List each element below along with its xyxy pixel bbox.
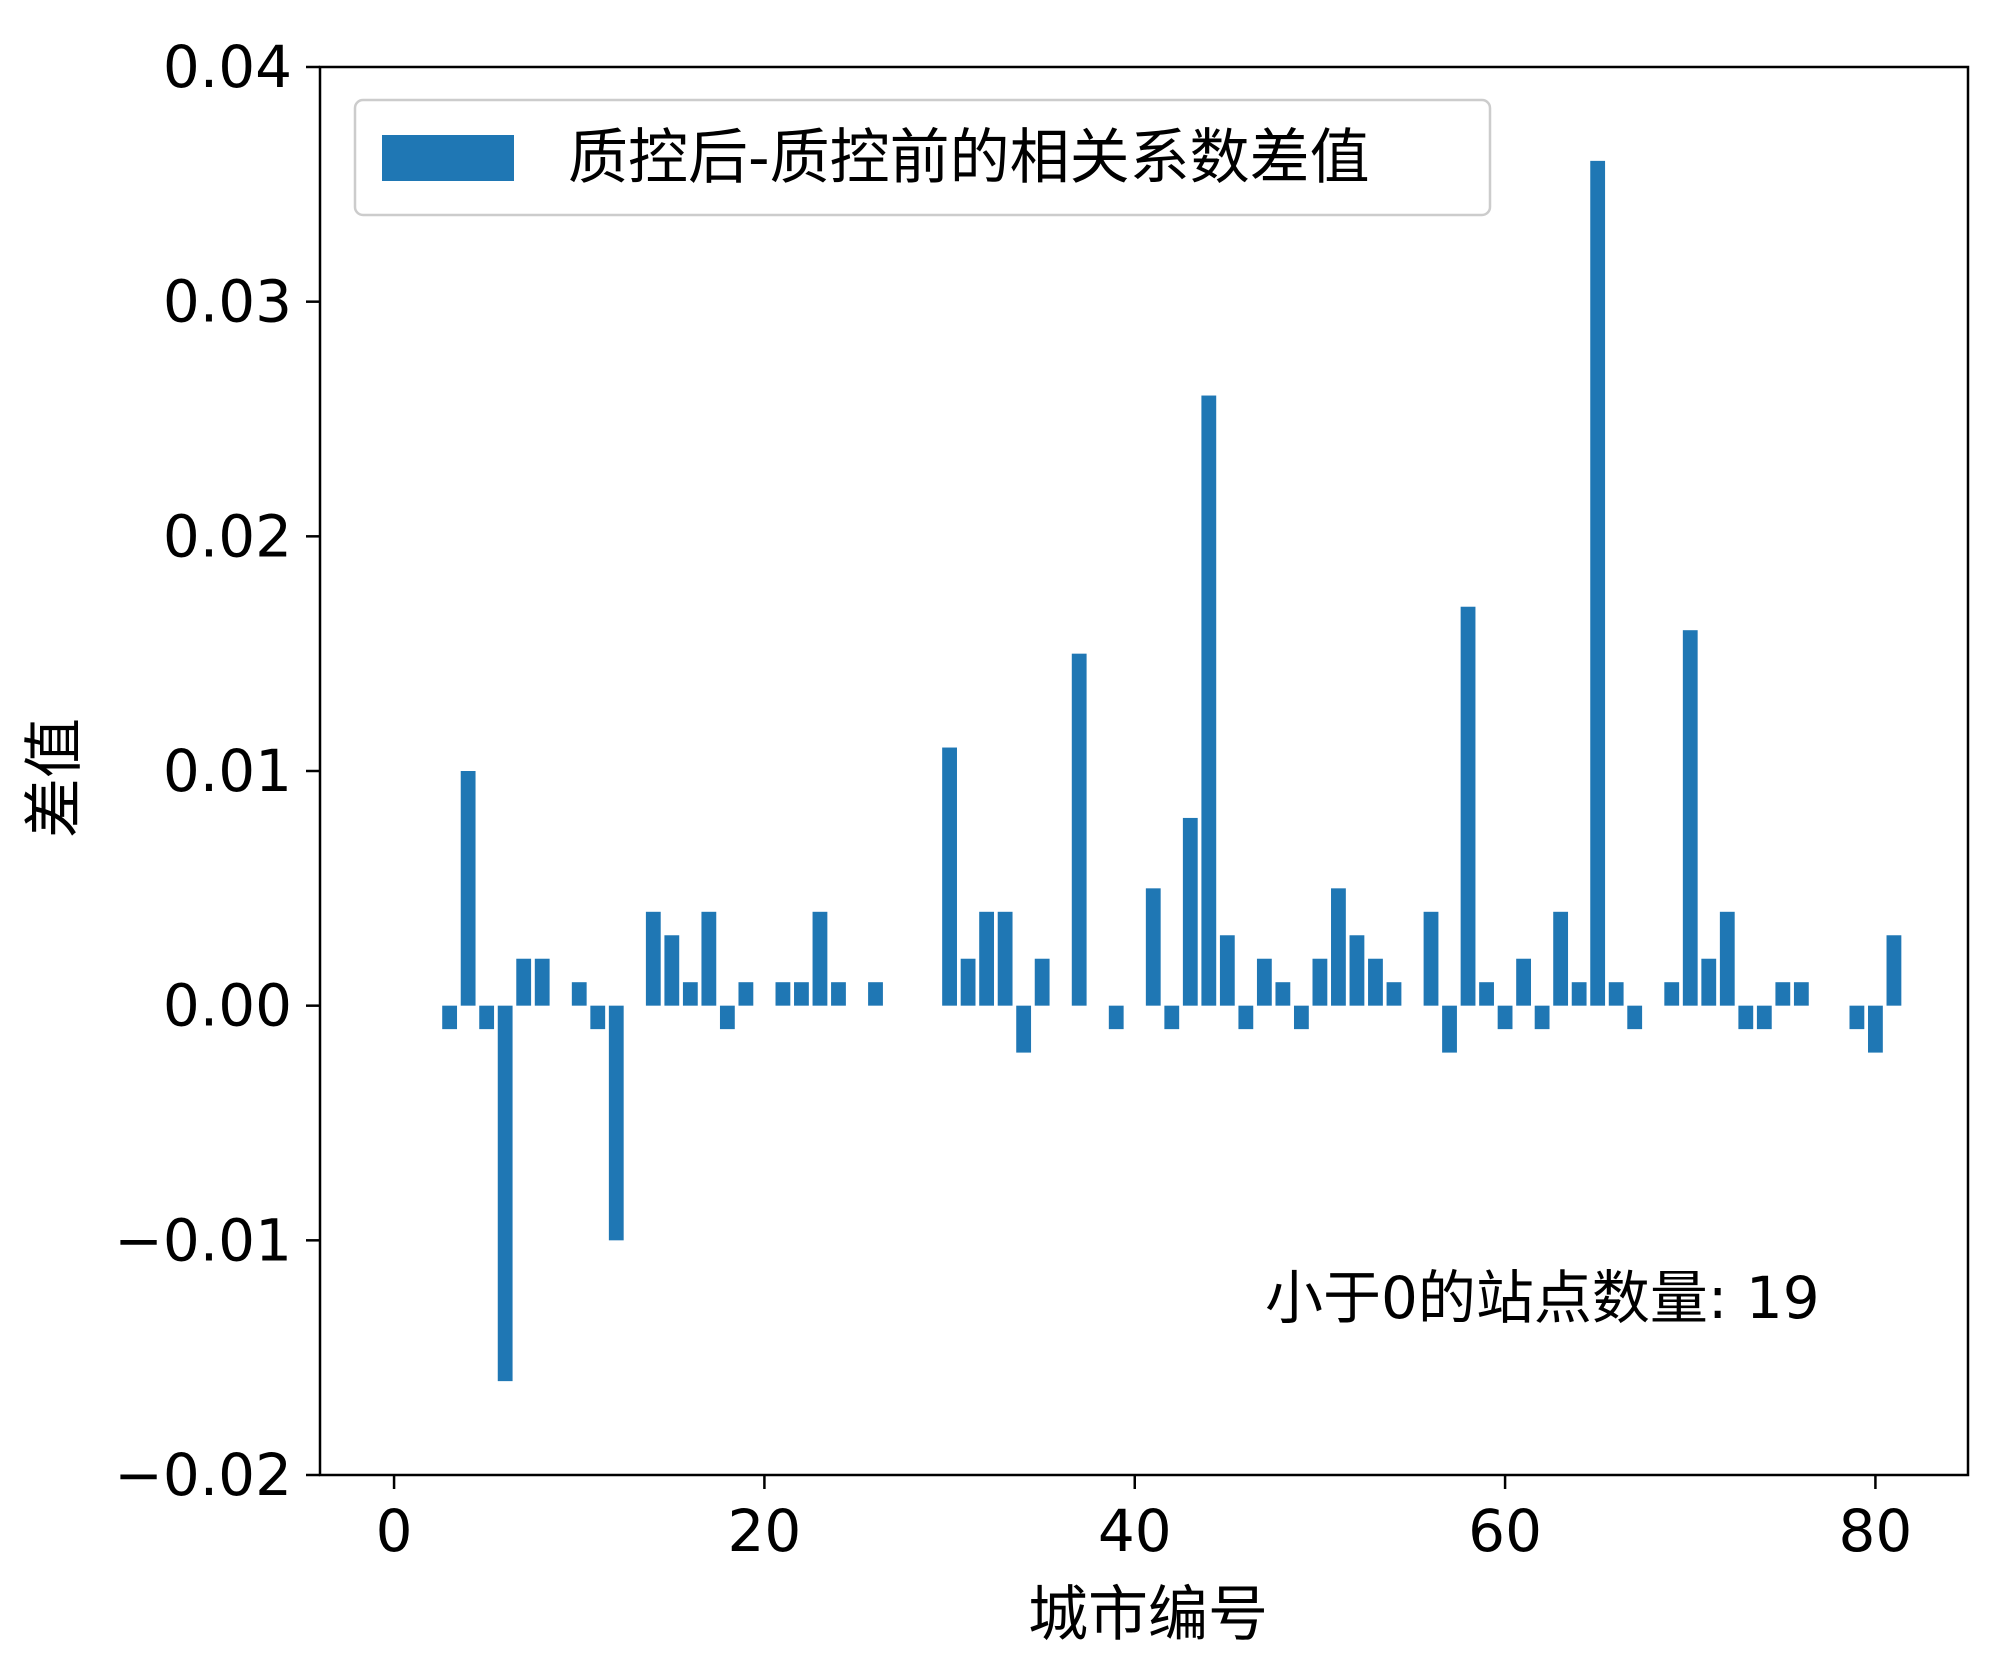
- bar-city-33: [997, 911, 1013, 1006]
- legend-box: [353, 98, 1492, 217]
- bar-city-75: [1775, 982, 1791, 1006]
- legend-entry-label: 质控后-质控前的相关系数差值: [568, 123, 1370, 193]
- bar-city-26: [868, 982, 883, 1006]
- legend-swatch: [382, 135, 514, 181]
- bar-city-80: [1868, 1005, 1883, 1053]
- bar-city-76: [1793, 982, 1809, 1006]
- bar-city-59: [1479, 982, 1494, 1006]
- bar-city-4: [460, 771, 476, 1006]
- bar-city-67: [1627, 1005, 1643, 1030]
- bar-city-14: [645, 911, 661, 1006]
- legend: 质控后-质控前的相关系数差值: [353, 98, 1492, 217]
- x-axis-title: 城市编号: [1028, 1580, 1268, 1650]
- bar-city-35: [1034, 958, 1050, 1006]
- bar-city-52: [1349, 935, 1365, 1006]
- bar-city-37: [1071, 653, 1087, 1006]
- bar-city-21: [775, 982, 791, 1006]
- bar-city-5: [479, 1005, 495, 1030]
- bar-city-32: [979, 911, 995, 1006]
- y-tick-label: −0.01: [114, 1206, 292, 1274]
- bar-city-54: [1386, 982, 1402, 1006]
- bar-city-31: [960, 958, 976, 1006]
- bar-city-74: [1756, 1005, 1772, 1030]
- bar-city-19: [738, 982, 754, 1006]
- bar-city-23: [812, 911, 828, 1006]
- plot-frame: [318, 65, 1970, 1477]
- bar-city-12: [608, 1005, 624, 1241]
- bars-group: [442, 160, 1902, 1382]
- x-axis-ticks: 0 20 40 60 80: [376, 1475, 1913, 1565]
- bar-city-56: [1423, 911, 1439, 1006]
- bar-city-79: [1849, 1005, 1865, 1030]
- bar-city-44: [1201, 395, 1217, 1006]
- bar-city-47: [1256, 958, 1272, 1006]
- bar-city-6: [497, 1005, 513, 1382]
- bar-city-48: [1275, 982, 1291, 1006]
- bar-city-39: [1108, 1005, 1124, 1030]
- bar-city-18: [719, 1005, 735, 1030]
- bar-city-22: [794, 982, 809, 1006]
- bar-city-62: [1534, 1005, 1550, 1030]
- bar-city-10: [571, 982, 587, 1006]
- bar-city-63: [1553, 911, 1569, 1006]
- bar-city-64: [1571, 982, 1587, 1006]
- bar-city-49: [1293, 1005, 1309, 1030]
- bar-city-42: [1164, 1005, 1180, 1030]
- bar-city-15: [664, 935, 680, 1006]
- bar-city-16: [682, 982, 698, 1006]
- bar-city-30: [942, 747, 957, 1006]
- y-tick-label: −0.02: [114, 1441, 292, 1509]
- x-tick-label: 0: [376, 1497, 413, 1565]
- y-tick-label: 0.04: [163, 33, 292, 101]
- bar-city-41: [1145, 888, 1161, 1006]
- bar-city-66: [1608, 982, 1624, 1006]
- bar-city-8: [534, 958, 550, 1006]
- bar-city-60: [1497, 1005, 1513, 1030]
- bar-city-58: [1460, 606, 1476, 1006]
- bar-city-70: [1682, 630, 1698, 1006]
- bar-city-69: [1664, 982, 1680, 1006]
- bar-city-51: [1331, 888, 1346, 1006]
- x-tick-label: 60: [1468, 1497, 1542, 1565]
- bar-city-43: [1182, 817, 1198, 1006]
- bar-city-34: [1016, 1005, 1032, 1053]
- bar-city-7: [516, 958, 532, 1006]
- x-tick-label: 80: [1839, 1497, 1913, 1565]
- y-tick-label: 0.02: [163, 502, 292, 570]
- bar-city-81: [1886, 935, 1902, 1006]
- y-tick-label: 0.01: [163, 737, 292, 805]
- bar-city-46: [1238, 1005, 1254, 1030]
- bar-city-24: [831, 982, 846, 1006]
- bar-city-73: [1738, 1005, 1754, 1030]
- bar-city-61: [1516, 958, 1532, 1006]
- y-tick-label: 0.00: [163, 972, 292, 1040]
- bar-city-45: [1219, 935, 1235, 1006]
- negative-count-annotation: 小于0的站点数量: 19: [1265, 1264, 1820, 1332]
- x-tick-label: 40: [1098, 1497, 1172, 1565]
- bar-city-53: [1368, 958, 1383, 1006]
- y-axis-title: 差值: [20, 718, 90, 838]
- bar-city-3: [442, 1005, 458, 1030]
- bar-city-50: [1312, 958, 1328, 1006]
- bar-city-57: [1442, 1005, 1457, 1053]
- bar-city-65: [1590, 160, 1606, 1006]
- y-axis-ticks: −0.02 −0.01 0.00 0.01 0.02 0.03 0.04: [114, 33, 320, 1509]
- bar-city-17: [701, 911, 717, 1006]
- y-tick-label: 0.03: [163, 268, 292, 336]
- bar-city-71: [1701, 958, 1717, 1006]
- bar-city-72: [1719, 911, 1735, 1006]
- bar-city-11: [590, 1005, 606, 1030]
- x-tick-label: 20: [727, 1497, 801, 1565]
